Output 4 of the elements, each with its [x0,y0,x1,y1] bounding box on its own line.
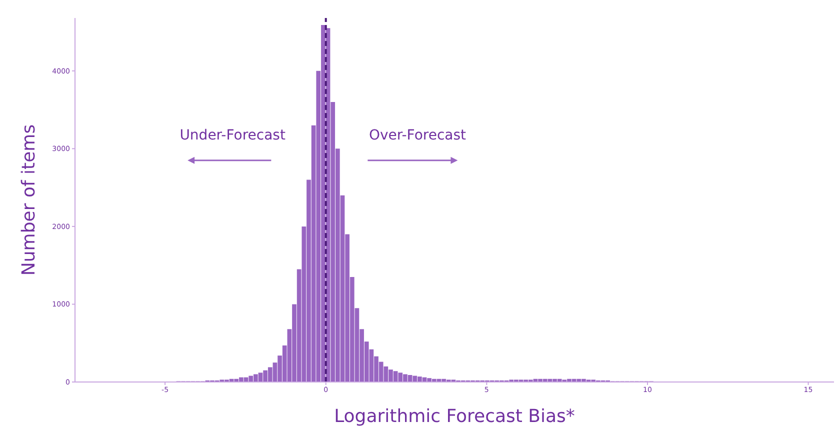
annotation: Under-Forecast [180,127,286,144]
annotation: Over-Forecast [368,127,467,144]
y-axis-title: Number of items [18,124,40,276]
x-axis-title: Logarithmic Forecast Bias* [334,406,575,427]
